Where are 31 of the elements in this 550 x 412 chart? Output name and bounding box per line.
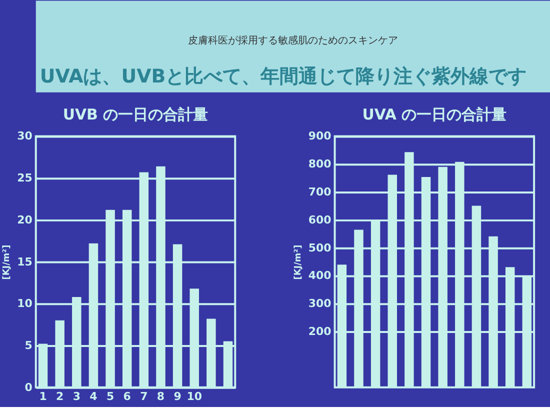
- y-tick-label: 300: [308, 297, 332, 310]
- x-tick-label: 2: [56, 390, 64, 403]
- y-tick-label: 30: [17, 130, 33, 143]
- y-tick-label: 500: [308, 241, 332, 254]
- x-tick-label: 4: [90, 390, 98, 403]
- y-tick-label: 900: [308, 130, 332, 143]
- y-tick-label: 20: [17, 213, 33, 226]
- x-tick-label: 9: [174, 390, 182, 403]
- y-axis-title: [KJ/m²]: [293, 244, 304, 280]
- chart-title: UVA の一日の合計量: [362, 105, 507, 124]
- x-tick-label: 1: [39, 390, 47, 403]
- chart-title: UVB の一日の合計量: [62, 105, 208, 124]
- text: UVAは、UVBと比べて、年間通じて降り注ぐ紫外線です: [40, 65, 527, 88]
- y-tick-label: 5: [24, 338, 32, 352]
- y-tick-label: 200: [308, 325, 332, 338]
- y-tick-label: 0: [24, 380, 33, 394]
- y-tick-label: 400: [308, 269, 332, 282]
- text: 皮膚科医が採用する敏感肌のためのスキンケア: [188, 34, 398, 47]
- y-tick-label: 10: [17, 297, 33, 310]
- x-tick-label: 10: [186, 390, 202, 403]
- x-tick-label: 7: [140, 390, 148, 403]
- x-tick-label: 8: [156, 390, 165, 403]
- x-tick-label: 3: [72, 390, 80, 403]
- y-tick-label: 800: [308, 158, 332, 171]
- y-tick-label: 700: [308, 186, 332, 199]
- x-tick-label: 6: [123, 390, 132, 403]
- y-tick-label: 600: [308, 213, 332, 226]
- y-tick-label: 25: [17, 172, 32, 185]
- y-tick-label: 15: [17, 255, 32, 268]
- x-tick-label: 5: [106, 390, 114, 403]
- y-axis-title: [KJ/m²]: [2, 244, 12, 280]
